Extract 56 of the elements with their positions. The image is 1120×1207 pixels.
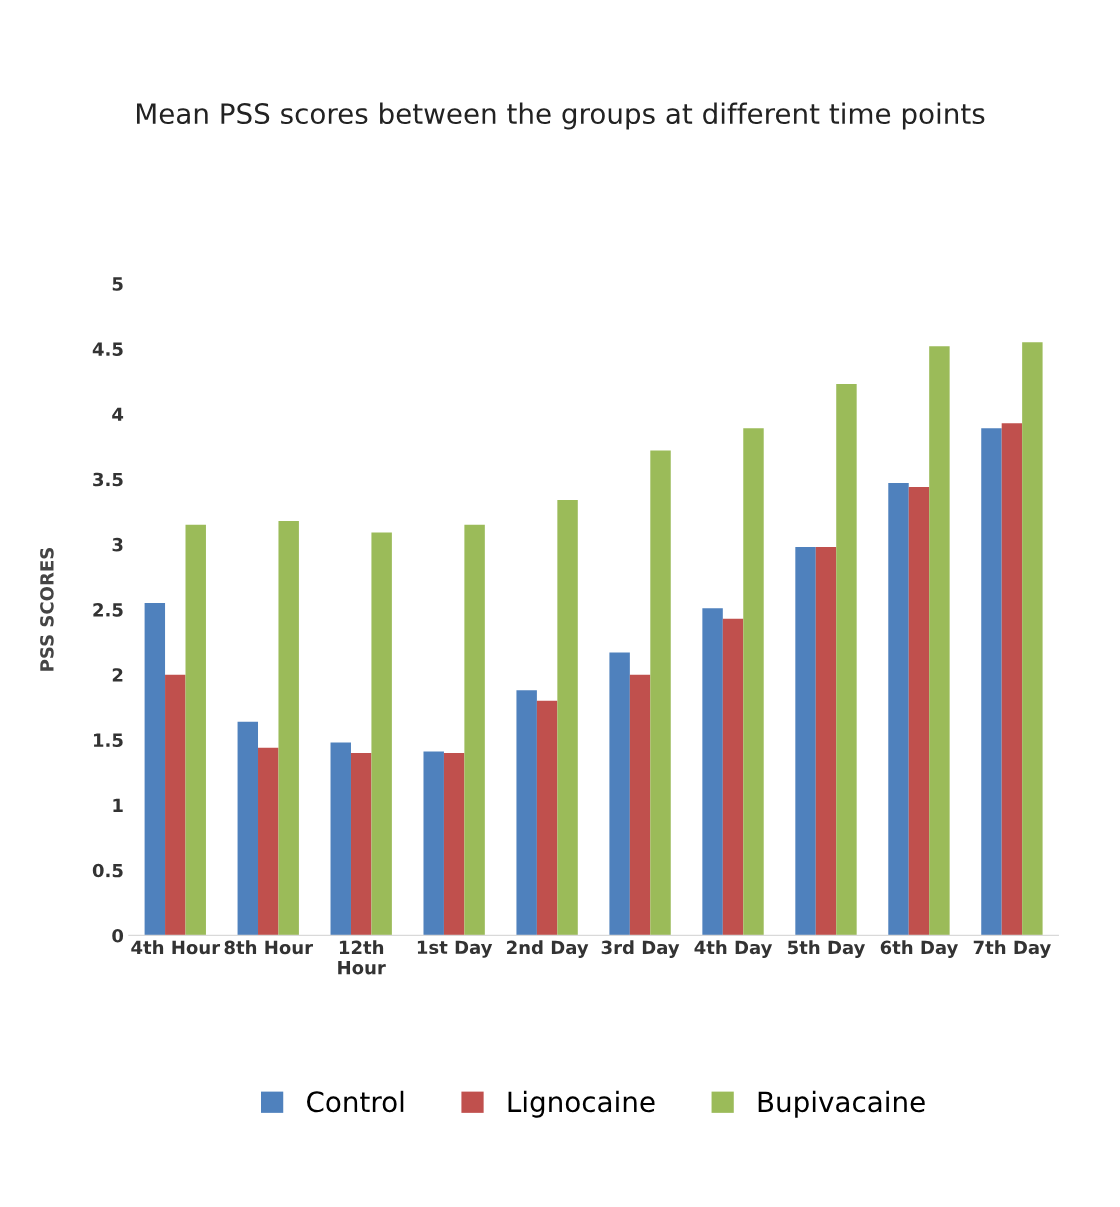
bar — [423, 751, 444, 936]
bar — [443, 752, 465, 936]
y-tick-label: 0.5 — [92, 863, 123, 878]
bar — [609, 652, 630, 936]
bar — [237, 721, 259, 936]
bar — [743, 428, 764, 936]
bar — [888, 483, 909, 936]
y-tick-label: 3.5 — [93, 472, 123, 487]
y-tick-label: 2 — [112, 668, 123, 682]
x-tick-label: 5th Day — [788, 940, 866, 958]
x-tick-label: 4th Day — [694, 940, 773, 958]
bar — [981, 428, 1002, 936]
bar — [371, 532, 392, 936]
bar — [557, 500, 578, 936]
legend-label: Bupivacaine — [758, 1090, 925, 1118]
y-tick-label: 1.5 — [93, 733, 123, 748]
x-tick-label: 6th Day — [880, 940, 958, 958]
x-tick-label: 4th Hour — [131, 940, 221, 955]
y-tick-label: 4.5 — [92, 342, 123, 356]
bar — [185, 524, 206, 936]
y-tick-label: 0 — [112, 928, 124, 943]
x-tick-label: 3rd Day — [601, 940, 680, 958]
bar — [350, 752, 372, 936]
y-tick-label: 1 — [113, 798, 123, 812]
y-tick-label: 4 — [112, 407, 124, 421]
bar — [908, 487, 930, 936]
x-tick-label: 8th Hour — [224, 940, 313, 955]
y-tick-label: 5 — [112, 277, 123, 291]
bar — [929, 346, 950, 936]
bar — [815, 546, 837, 936]
bar — [330, 742, 351, 936]
x-tick-label: 2nd Day — [507, 940, 589, 958]
y-tick-label: 3 — [112, 537, 123, 552]
y-axis-title: PSS SCORES — [40, 548, 54, 671]
bar — [464, 524, 485, 936]
y-tick-label: 2.5 — [93, 602, 123, 617]
bar — [702, 608, 723, 936]
bar — [144, 603, 166, 936]
bar — [629, 674, 651, 936]
legend-label: Control — [307, 1090, 404, 1113]
chart-title: Mean PSS scores between the groups at different time points — [137, 102, 985, 130]
x-tick-label: 7th Day — [973, 940, 1051, 958]
bar — [1022, 342, 1043, 936]
bar — [795, 546, 816, 936]
bar — [836, 384, 857, 936]
x-tick-label: 1st Day — [417, 940, 493, 958]
bar — [258, 747, 279, 936]
bar — [516, 690, 537, 936]
bar — [722, 618, 744, 936]
bar — [165, 674, 186, 936]
bar — [1001, 423, 1023, 936]
legend-label: Lignocaine — [508, 1090, 655, 1118]
bar — [278, 520, 299, 936]
bar — [536, 700, 558, 936]
x-tick-label: 12th Hour — [338, 940, 386, 975]
bar — [650, 450, 671, 936]
